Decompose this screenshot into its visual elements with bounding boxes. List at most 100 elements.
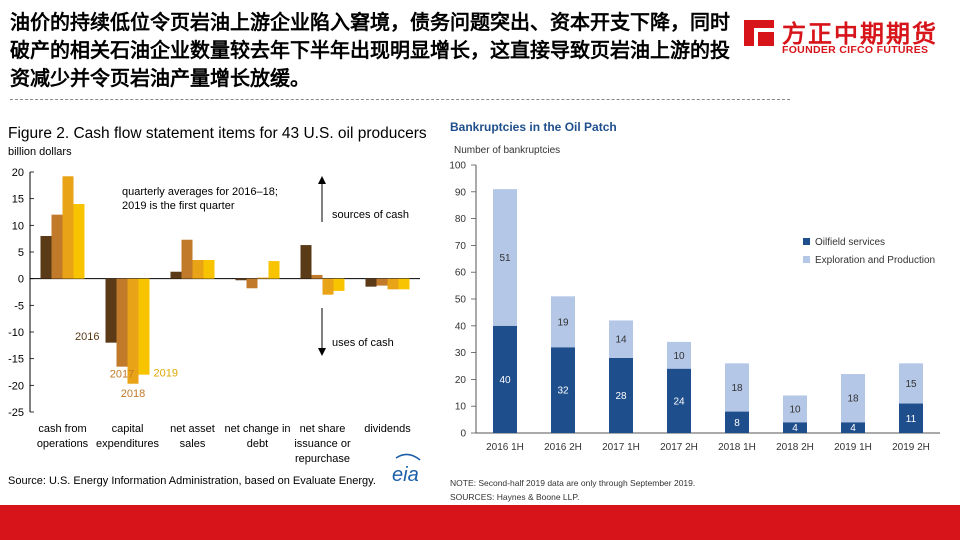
- chart2-bar-exploration: [841, 374, 865, 423]
- chart1-category-label: net change in: [224, 423, 290, 435]
- chart1-bar-2016: [300, 245, 312, 279]
- chart2-bar-exploration: [899, 363, 923, 404]
- chart2-sources: SOURCES: Haynes & Boone LLP.: [450, 492, 579, 502]
- chart2-bar-exploration: [551, 296, 575, 348]
- chart1-series-label-2017: 2017: [110, 368, 134, 380]
- chart2-data-label: 19: [557, 317, 569, 328]
- chart1-bar-2018: [387, 278, 399, 290]
- chart2-data-label: 24: [673, 396, 685, 407]
- chart2-bar-oilfield: [841, 422, 865, 433]
- bankruptcies-chart: Bankruptcies in the Oil Patch Number of …: [449, 120, 940, 502]
- chart1-ytick-label: 10: [12, 220, 24, 232]
- chart1-category-label: operations: [37, 438, 89, 450]
- chart2-data-label: 18: [731, 383, 743, 394]
- chart2-ytick-label: 70: [455, 241, 467, 252]
- chart2-data-label: 4: [850, 423, 856, 434]
- cash-flow-chart: Figure 2. Cash flow statement items for …: [8, 125, 427, 487]
- chart1-ytick-label: 15: [12, 194, 24, 206]
- chart2-ytick-label: 60: [455, 268, 467, 279]
- chart1-ytick-label: 0: [18, 274, 24, 286]
- chart2-legend-label: Oilfield services: [815, 237, 885, 248]
- chart2-category-label: 2019 2H: [892, 442, 930, 453]
- chart1-category-label: issuance or: [294, 438, 351, 450]
- chart2-data-label: 51: [499, 253, 511, 264]
- chart2-data-label: 11: [906, 414, 917, 425]
- chart2-ytick-label: 50: [455, 295, 467, 306]
- footer-bar: [0, 505, 960, 540]
- chart2-bar-oilfield: [725, 411, 749, 433]
- chart1-bar-2019: [333, 278, 345, 291]
- chart2-category-label: 2016 2H: [544, 442, 582, 453]
- chart2-bar-oilfield: [551, 347, 575, 433]
- headline: 油价的持续低位令页岩油上游企业陷入窘境，债务问题突出、资本开支下降，同时破产的相…: [10, 10, 730, 90]
- chart2-category-label: 2019 1H: [834, 442, 872, 453]
- chart1-category-label: net share: [300, 423, 346, 435]
- chart1-bar-2017: [376, 278, 388, 286]
- chart2-note: NOTE: Second-half 2019 data are only thr…: [450, 478, 695, 488]
- chart1-ytick-label: -25: [8, 407, 24, 419]
- uses-of-cash-label: uses of cash: [332, 337, 394, 349]
- chart1-series-label-2016: 2016: [75, 331, 99, 343]
- chart2-ytick-label: 0: [460, 429, 466, 440]
- chart1-series-label-2019: 2019: [154, 367, 178, 379]
- chart1-annotation-line1: quarterly averages for 2016–18;: [122, 186, 278, 198]
- chart1-category-label: repurchase: [295, 453, 350, 465]
- chart2-bar-exploration: [493, 189, 517, 326]
- chart2-data-label: 14: [615, 335, 627, 346]
- chart2-bar-exploration: [725, 363, 749, 412]
- chart2-legend-swatch: [803, 238, 810, 245]
- chart1-bar-2019: [138, 278, 150, 375]
- chart1-ytick-label: -10: [8, 327, 24, 339]
- chart1-bar-2019: [203, 260, 215, 279]
- chart1-category-label: capital: [112, 423, 144, 435]
- chart1-bar-2019: [73, 204, 85, 279]
- chart1-bar-2018: [62, 176, 74, 279]
- chart1-bar-2018: [127, 278, 139, 384]
- chart2-bar-oilfield: [493, 325, 517, 433]
- chart1-bar-2016: [235, 278, 247, 281]
- chart1-ytick-label: -5: [14, 300, 24, 312]
- chart1-ytick-label: -20: [8, 380, 24, 392]
- chart2-ytick-label: 10: [455, 402, 467, 413]
- chart1-annotation-line2: 2019 is the first quarter: [122, 200, 235, 212]
- chart2-ytick-label: 100: [449, 161, 466, 172]
- logo-text-cn: 方正中期期货: [782, 20, 938, 48]
- chart1-category-label: debt: [247, 438, 268, 450]
- chart1-bar-2017: [246, 278, 258, 289]
- eia-logo: eia: [392, 464, 419, 486]
- chart1-bar-2016: [105, 278, 117, 343]
- chart1-ytick-label: 20: [12, 167, 24, 179]
- chart2-category-label: 2016 1H: [486, 442, 524, 453]
- chart2-category-label: 2017 1H: [602, 442, 640, 453]
- chart1-bar-2017: [51, 214, 63, 279]
- chart2-bar-exploration: [667, 341, 691, 369]
- chart1-category-label: cash from: [38, 423, 86, 435]
- chart2-data-label: 15: [905, 379, 917, 390]
- chart2-bar-oilfield: [609, 357, 633, 433]
- chart1-bar-2019: [268, 261, 280, 279]
- chart2-data-label: 8: [734, 418, 740, 429]
- chart2-data-label: 10: [673, 351, 685, 362]
- chart1-bar-2017: [181, 239, 193, 279]
- chart2-bar-exploration: [609, 320, 633, 358]
- chart2-legend-swatch: [803, 256, 810, 263]
- chart1-ytick-label: 5: [18, 247, 24, 259]
- chart1-bar-2019: [398, 278, 410, 290]
- chart1-category-label: sales: [180, 438, 206, 450]
- chart1-bar-2018: [257, 277, 269, 279]
- chart2-category-label: 2017 2H: [660, 442, 698, 453]
- chart1-category-label: net asset: [170, 423, 215, 435]
- chart2-data-label: 18: [847, 394, 859, 405]
- chart1-ylabel: billion dollars: [8, 146, 72, 158]
- chart2-data-label: 32: [557, 386, 569, 397]
- chart1-bar-2016: [365, 278, 377, 287]
- chart2-ytick-label: 20: [455, 375, 467, 386]
- chart2-bar-exploration: [783, 395, 807, 423]
- chart2-ylabel: Number of bankruptcies: [454, 145, 560, 156]
- chart2-category-label: 2018 1H: [718, 442, 756, 453]
- chart1-ytick-label: -15: [8, 354, 24, 366]
- chart2-data-label: 4: [792, 423, 798, 434]
- logo-mark-icon: [744, 20, 774, 46]
- chart2-title: Bankruptcies in the Oil Patch: [450, 120, 617, 134]
- chart2-data-label: 40: [499, 375, 511, 386]
